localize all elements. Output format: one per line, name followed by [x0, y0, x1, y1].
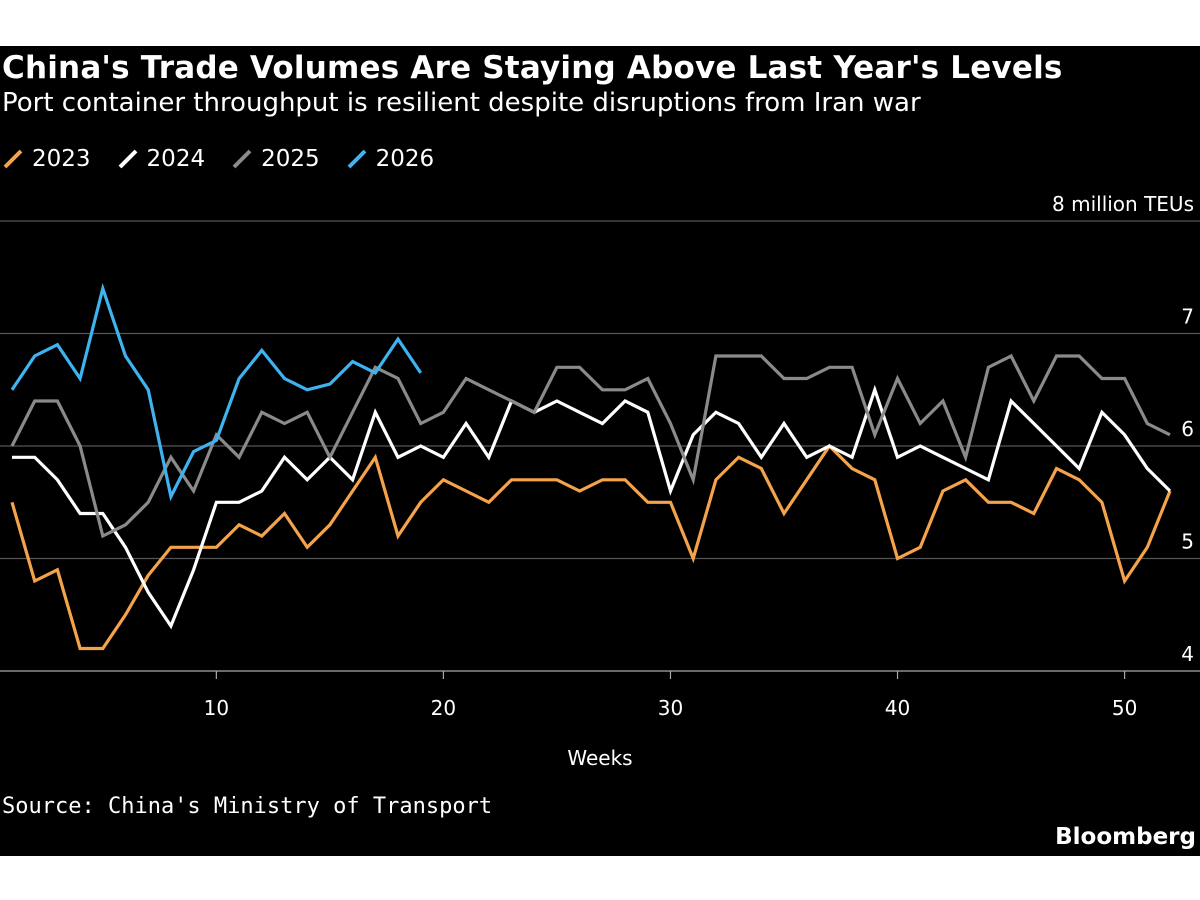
x-tick-label: 50 [1112, 696, 1137, 720]
line-chart-plot: 4 5 6 7 8 million TEUs 10 20 30 40 50 Weeks [0, 192, 1200, 770]
chart-title: China's Trade Volumes Are Staying Above … [2, 50, 1063, 86]
legend-item-2026: 2026 [346, 146, 435, 172]
legend-swatch-2026 [347, 149, 367, 169]
x-axis-label: Weeks [567, 746, 632, 770]
series-line-2024 [12, 384, 1172, 630]
bloomberg-logo: Bloomberg [1055, 824, 1196, 850]
x-tick-label: 30 [658, 696, 683, 720]
x-tick-label: 10 [204, 696, 229, 720]
x-tick-label: 20 [431, 696, 456, 720]
legend-item-2024: 2024 [117, 146, 206, 172]
legend-item-2025: 2025 [231, 146, 320, 172]
x-axis-ticks: 10 20 30 40 50 [204, 671, 1137, 720]
y-tick-label: 6 [1181, 417, 1194, 441]
x-tick-label: 40 [885, 696, 910, 720]
legend-label-2023: 2023 [32, 146, 91, 172]
legend-label-2024: 2024 [146, 146, 206, 172]
chart-legend: 2023 2024 2025 2026 [2, 144, 460, 174]
y-tick-label: 7 [1181, 305, 1194, 329]
gridlines [0, 220, 1200, 672]
legend-swatch-2024 [118, 149, 137, 169]
chart-subtitle: Port container throughput is resilient d… [2, 88, 921, 118]
legend-swatch-2023 [3, 149, 23, 169]
series-line-2025 [10, 353, 1171, 539]
legend-swatch-2025 [232, 149, 252, 169]
source-note: Source: China's Ministry of Transport [2, 794, 493, 819]
y-tick-label: 4 [1181, 642, 1194, 666]
legend-label-2026: 2026 [375, 146, 435, 172]
y-axis-ticks: 4 5 6 7 8 million TEUs [1052, 192, 1194, 666]
series-line-2023 [10, 443, 1172, 651]
y-tick-label: 5 [1181, 530, 1194, 554]
series-line-2026 [10, 282, 423, 502]
legend-item-2023: 2023 [2, 146, 91, 172]
legend-label-2025: 2025 [261, 146, 320, 172]
chart-card: China's Trade Volumes Are Staying Above … [0, 46, 1200, 856]
series-lines [10, 282, 1172, 651]
y-tick-label: 8 million TEUs [1052, 192, 1194, 216]
